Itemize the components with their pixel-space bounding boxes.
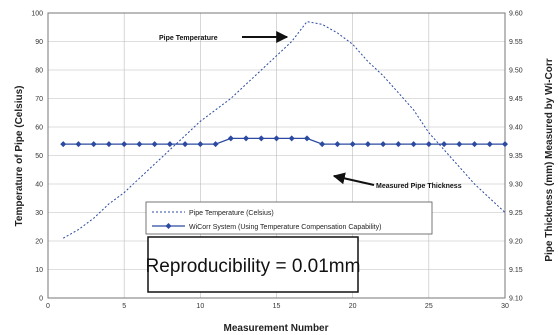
y-tick-label: 100 xyxy=(31,11,43,18)
series-line-wicorr xyxy=(63,137,505,145)
plot-frame xyxy=(47,12,506,299)
legend-marker-wicorr xyxy=(165,223,172,229)
legend-label-wicorr: WiCorr System (Using Temperature Compens… xyxy=(189,224,381,231)
x-tick-label: 20 xyxy=(349,303,357,310)
wicorr-point xyxy=(425,141,432,148)
wicorr-point xyxy=(90,141,97,148)
wicorr-point xyxy=(60,141,67,148)
x-tick-label: 10 xyxy=(196,303,204,310)
wicorr-point xyxy=(364,141,371,148)
y-tick-label: 20 xyxy=(35,239,43,246)
series xyxy=(60,21,508,239)
wicorr-point xyxy=(380,141,387,148)
x-tick-label: 5 xyxy=(122,303,126,310)
reproducibility-callout-box xyxy=(147,236,359,293)
wicorr-point xyxy=(303,135,310,142)
wicorr-point xyxy=(151,141,158,148)
y2-tick-label: 9.40 xyxy=(509,125,523,132)
x-tick-label: 25 xyxy=(425,303,433,310)
x-tick-label: 30 xyxy=(501,303,509,310)
wicorr-point xyxy=(258,135,265,142)
wicorr-point xyxy=(105,141,112,148)
y-tick-label: 50 xyxy=(35,153,43,160)
x-axis-title: Measurement Number xyxy=(223,323,328,334)
legend: Pipe Temperature (Celsius) WiCorr System… xyxy=(145,201,433,235)
right-axis-ticks: 9.10 9.15 9.20 9.25 9.30 9.35 9.40 9.45 9.50 9.55… xyxy=(509,11,523,303)
annotation-measured-thickness: Measured Pipe Thickness xyxy=(376,183,462,190)
y-tick-label: 70 xyxy=(35,96,43,103)
y2-axis-title: Pipe Thickness (mm) Measured by Wi-Corr xyxy=(544,58,555,261)
legend-box xyxy=(145,201,433,235)
wicorr-point xyxy=(334,141,341,148)
y2-tick-label: 9.25 xyxy=(509,210,523,217)
wicorr-point xyxy=(456,141,463,148)
y2-tick-label: 9.35 xyxy=(509,153,523,160)
wicorr-point xyxy=(166,141,173,148)
annotation-pipe-temperature: Pipe Temperature xyxy=(159,35,218,42)
y2-tick-label: 9.15 xyxy=(509,267,523,274)
y-axis-title: Temperature of Pipe (Celsius) xyxy=(14,86,25,227)
x-axis-ticks: 0 5 10 15 20 25 30 xyxy=(46,303,509,310)
wicorr-point xyxy=(441,141,448,148)
wicorr-point xyxy=(273,135,280,142)
y-tick-label: 90 xyxy=(35,39,43,46)
y2-tick-label: 9.55 xyxy=(509,39,523,46)
wicorr-point xyxy=(227,135,234,142)
annotation-arrow-thickness xyxy=(332,172,375,186)
wicorr-point xyxy=(212,141,219,148)
wicorr-point xyxy=(471,141,478,148)
series-line-temperature xyxy=(62,21,506,239)
left-axis-ticks: 0 10 20 30 40 50 60 70 80 90 100 xyxy=(31,11,43,303)
wicorr-point xyxy=(182,141,189,148)
wicorr-point xyxy=(349,141,356,148)
wicorr-point xyxy=(75,141,82,148)
wicorr-point xyxy=(410,141,417,148)
y2-tick-label: 9.20 xyxy=(509,239,523,246)
y-tick-label: 60 xyxy=(35,125,43,132)
wicorr-point xyxy=(486,141,493,148)
wicorr-point xyxy=(243,135,250,142)
y-tick-label: 80 xyxy=(35,68,43,75)
wicorr-point xyxy=(197,141,204,148)
y2-tick-label: 9.50 xyxy=(509,68,523,75)
wicorr-point xyxy=(288,135,295,142)
wicorr-point xyxy=(121,141,128,148)
wicorr-point xyxy=(319,141,326,148)
y-tick-label: 30 xyxy=(35,210,43,217)
wicorr-point xyxy=(395,141,402,148)
wicorr-point xyxy=(502,141,508,148)
reproducibility-callout-text: Reproducibility = 0.01mm xyxy=(146,256,361,277)
y-tick-label: 40 xyxy=(35,182,43,189)
y2-tick-label: 9.60 xyxy=(509,11,523,18)
y2-tick-label: 9.30 xyxy=(509,182,523,189)
legend-label-temperature: Pipe Temperature (Celsius) xyxy=(189,210,274,217)
y2-tick-label: 9.10 xyxy=(509,296,523,303)
x-tick-label: 0 xyxy=(46,303,50,310)
x-tick-label: 15 xyxy=(273,303,281,310)
y2-tick-label: 9.45 xyxy=(509,96,523,103)
y-tick-label: 10 xyxy=(35,267,43,274)
y-tick-label: 0 xyxy=(39,296,43,303)
wicorr-point xyxy=(136,141,143,148)
